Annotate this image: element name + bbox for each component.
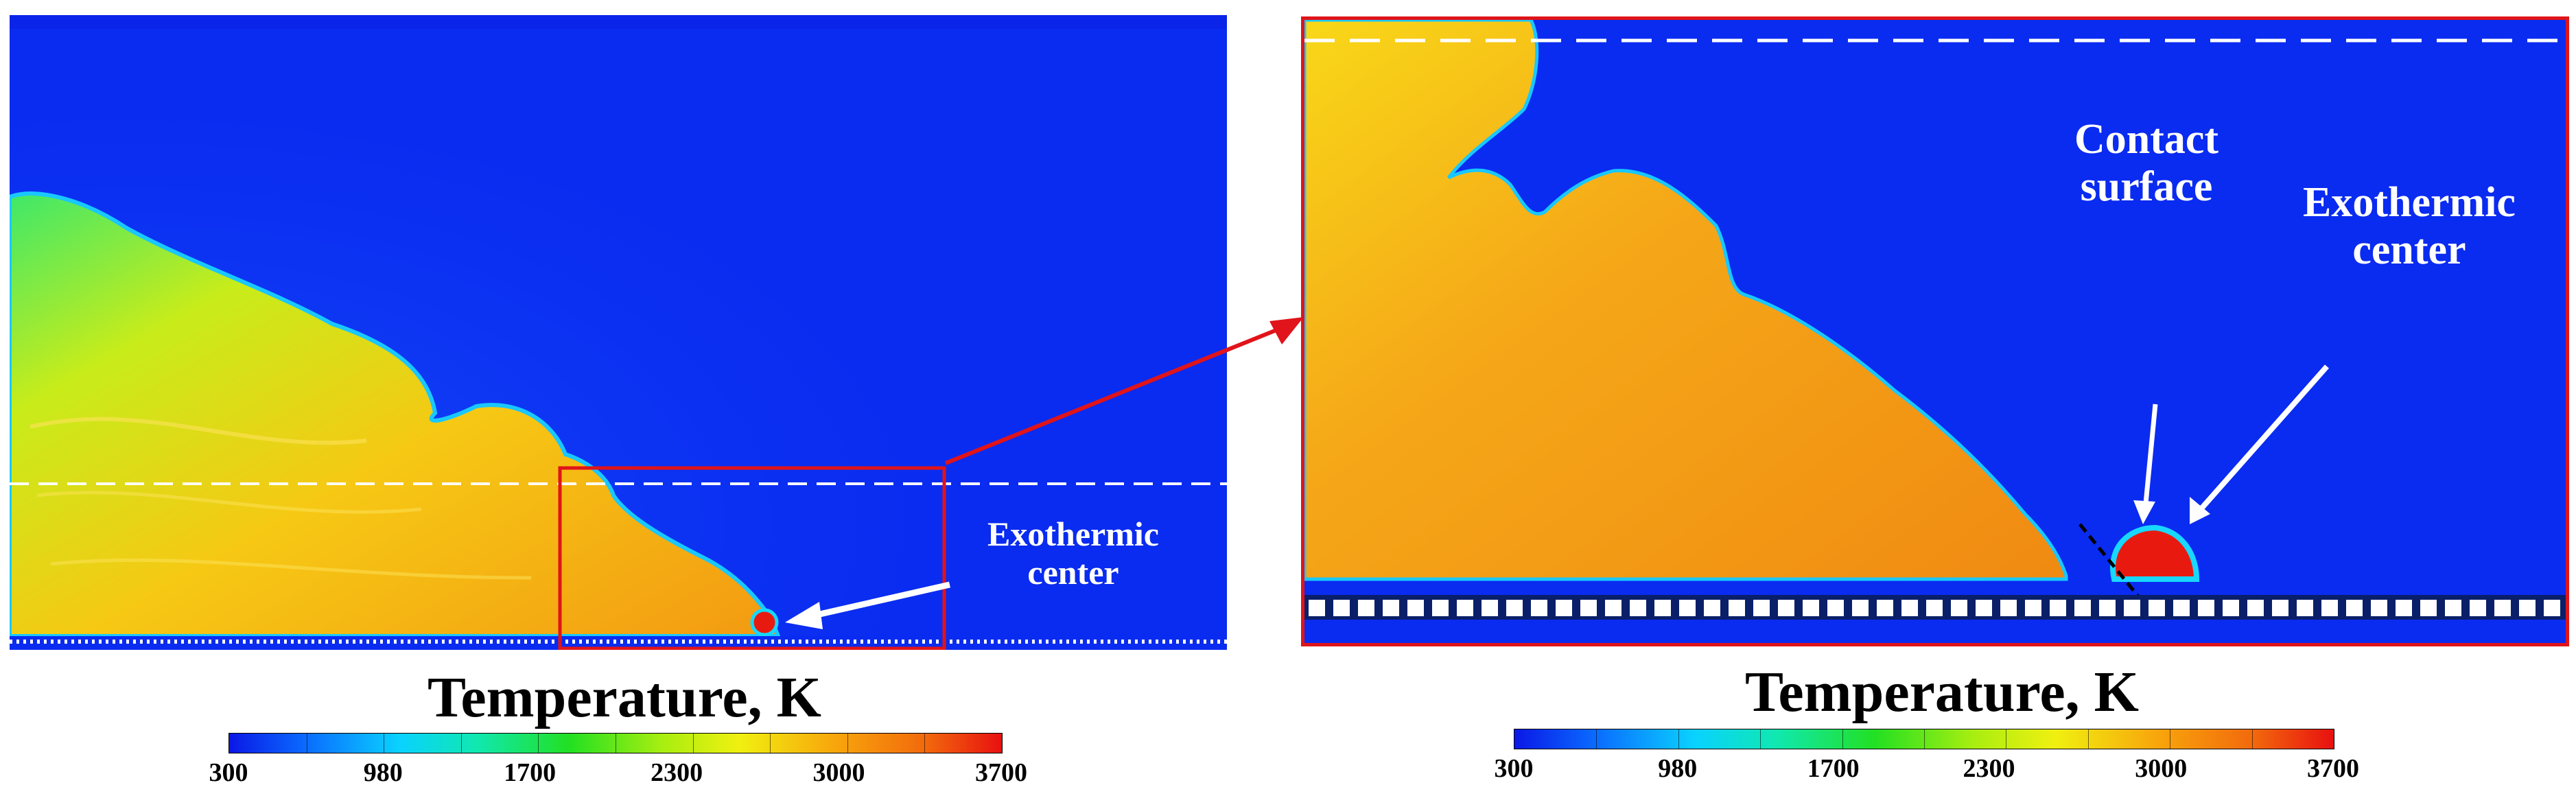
left-temperature-field: Exothermic center <box>10 15 1227 650</box>
right-field-graphic <box>1304 20 2566 643</box>
obstacle-square <box>1309 600 1325 616</box>
right-exothermic-label: Exothermic center <box>2303 179 2516 274</box>
obstacle-square <box>1901 600 1918 616</box>
obstacle-square <box>1679 600 1696 616</box>
obstacle-square <box>2470 600 2486 616</box>
obstacle-square <box>1556 600 1572 616</box>
right-zoomed-field: Contact surface Exothermic center <box>1301 16 2569 646</box>
obstacle-square <box>1506 600 1523 616</box>
obstacle-square <box>2420 600 2437 616</box>
obstacle-square <box>2247 600 2264 616</box>
colorbar-tick-label: 980 <box>363 758 403 787</box>
obstacle-square <box>2099 600 2116 616</box>
left-colorbar-title: Temperature, K <box>428 666 821 729</box>
colorbar-tick-label: 980 <box>1658 754 1698 783</box>
colorbar-tick-label: 3000 <box>812 758 865 787</box>
obstacle-square <box>2074 600 2091 616</box>
exothermic-hotspot <box>750 608 779 637</box>
obstacle-square <box>2297 600 2313 616</box>
obstacle-square <box>2321 600 2338 616</box>
obstacle-square <box>2148 600 2165 616</box>
left-field-graphic <box>10 15 1227 650</box>
colorbar-tick-label: 3700 <box>975 758 1027 787</box>
colorbar-tick-label: 2300 <box>651 758 703 787</box>
obstacle-square <box>1753 600 1770 616</box>
obstacle-square <box>2396 600 2412 616</box>
contact-surface-line <box>2079 523 2140 598</box>
obstacle-square <box>1432 600 1449 616</box>
obstacle-square <box>1605 600 1621 616</box>
colorbar-tick-label: 300 <box>1494 754 1534 783</box>
obstacle-square <box>2223 600 2239 616</box>
obstacle-square <box>2494 600 2511 616</box>
obstacle-square <box>1951 600 1967 616</box>
right-colorbar <box>1514 729 2334 749</box>
colorbar-tick-label: 2300 <box>1963 754 2015 783</box>
exothermic-arrow <box>798 581 950 622</box>
obstacle-square <box>2519 600 2536 616</box>
obstacle-square <box>1482 600 1498 616</box>
obstacle-square <box>1383 600 1399 616</box>
obstacle-square <box>1803 600 1819 616</box>
obstacle-square <box>2371 600 2387 616</box>
zoom-connector-arrow <box>944 317 1304 465</box>
obstacle-square <box>2445 600 2461 616</box>
obstacle-square <box>1827 600 1844 616</box>
obstacle-square <box>2272 600 2288 616</box>
colorbar-tick-label: 3000 <box>2135 754 2188 783</box>
obstacle-square <box>1654 600 1671 616</box>
hot-gas-region <box>10 191 782 638</box>
obstacle-square <box>2173 600 2190 616</box>
colorbar-tick-label: 1700 <box>504 758 557 787</box>
obstacle-square <box>2025 600 2041 616</box>
colorbar-tick-label: 300 <box>209 758 248 787</box>
obstacle-square <box>2050 600 2066 616</box>
obstacle-square <box>1778 600 1794 616</box>
colorbar-tick-label: 3700 <box>2307 754 2359 783</box>
obstacle-square <box>1457 600 1473 616</box>
obstacle-square <box>2000 600 2017 616</box>
obstacle-square <box>1580 600 1597 616</box>
obstacle-square <box>2124 600 2140 616</box>
obstacle-square <box>1333 600 1350 616</box>
obstacle-square <box>1531 600 1547 616</box>
colorbar-tick-label: 1700 <box>1807 754 1860 783</box>
obstacle-square <box>2544 600 2560 616</box>
zoom-box <box>558 466 946 650</box>
contact-surface-label: Contact surface <box>2074 116 2219 211</box>
obstacle-square <box>1407 600 1424 616</box>
obstacle-square <box>1877 600 1893 616</box>
obstacle-squares <box>1309 600 2560 616</box>
obstacle-square <box>1704 600 1720 616</box>
obstacle-square <box>1976 600 1992 616</box>
obstacle-square <box>1926 600 1943 616</box>
obstacle-square <box>2198 600 2214 616</box>
obstacle-square <box>1358 600 1374 616</box>
right-colorbar-title: Temperature, K <box>1745 660 2139 724</box>
obstacle-square <box>1729 600 1745 616</box>
left-colorbar <box>229 733 1003 753</box>
exothermic-hotspot-zoom <box>2110 524 2200 582</box>
obstacle-square <box>2346 600 2363 616</box>
hot-gas-region-zoom <box>1304 20 2068 581</box>
obstacle-square <box>1852 600 1869 616</box>
left-exothermic-label: Exothermic center <box>987 515 1159 592</box>
obstacle-square <box>1630 600 1646 616</box>
